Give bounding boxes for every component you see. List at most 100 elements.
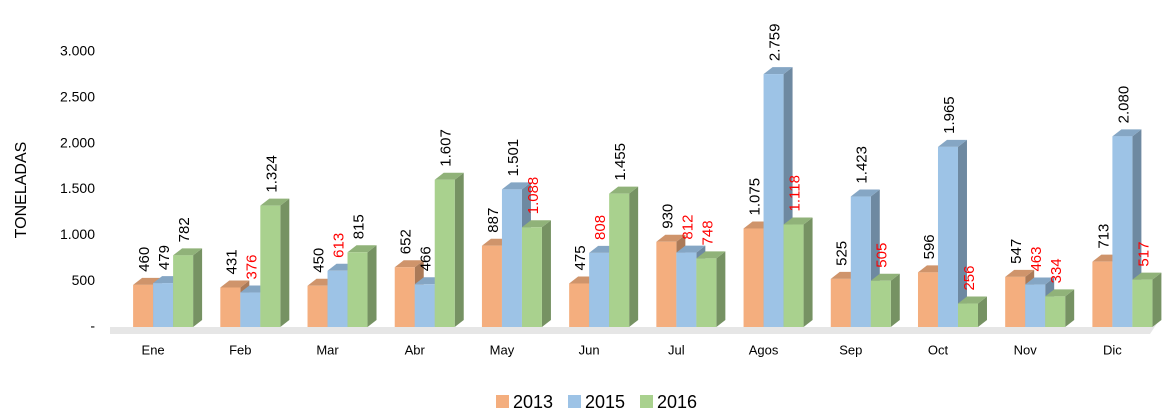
bar bbox=[763, 74, 784, 327]
value-label: 782 bbox=[176, 217, 193, 242]
bar bbox=[569, 283, 590, 327]
bar bbox=[870, 280, 891, 327]
value-label: 547 bbox=[1008, 239, 1025, 264]
legend-swatch bbox=[496, 395, 509, 408]
bar-side bbox=[193, 248, 203, 327]
value-label: 748 bbox=[699, 220, 716, 245]
bar-top bbox=[609, 186, 639, 194]
value-label: 2.759 bbox=[767, 24, 784, 62]
x-tick-label: Dic bbox=[1103, 342, 1122, 357]
value-label: 713 bbox=[1095, 224, 1112, 249]
value-label: 479 bbox=[156, 245, 173, 270]
bar bbox=[1132, 279, 1153, 327]
bar-top bbox=[696, 251, 726, 259]
legend-label: 2016 bbox=[657, 392, 697, 412]
bar-side bbox=[716, 251, 726, 327]
value-label: 652 bbox=[398, 229, 415, 254]
value-label: 596 bbox=[921, 234, 938, 259]
value-label: 808 bbox=[592, 215, 609, 240]
bar bbox=[1025, 284, 1046, 327]
bar-side bbox=[803, 217, 813, 327]
bar bbox=[609, 193, 630, 327]
bar-top bbox=[656, 234, 686, 242]
bar bbox=[394, 267, 415, 327]
bar bbox=[481, 245, 502, 327]
y-tick-label: 1.500 bbox=[60, 180, 95, 196]
floor bbox=[110, 317, 1160, 334]
value-label: 1.501 bbox=[505, 139, 522, 177]
value-label: 1.455 bbox=[612, 143, 629, 181]
x-tick-label: Nov bbox=[1014, 342, 1038, 357]
value-label: 1.324 bbox=[263, 155, 280, 193]
bar-top bbox=[434, 172, 464, 180]
bar bbox=[1045, 296, 1066, 327]
bar bbox=[917, 272, 938, 327]
bar-side bbox=[890, 273, 900, 327]
bar-side bbox=[977, 296, 987, 327]
bar-top bbox=[1132, 272, 1162, 280]
value-label: 460 bbox=[136, 247, 153, 272]
x-tick-label: Sep bbox=[839, 342, 862, 357]
bar bbox=[696, 258, 717, 327]
value-label: 1.075 bbox=[747, 178, 764, 216]
value-label: 1.607 bbox=[438, 129, 455, 167]
bar bbox=[501, 189, 522, 327]
bar-top bbox=[870, 273, 900, 281]
y-tick-label: - bbox=[90, 318, 95, 334]
value-label: 517 bbox=[1135, 242, 1152, 267]
value-label: 525 bbox=[834, 241, 851, 266]
bar bbox=[327, 270, 348, 327]
bar-top bbox=[521, 220, 551, 228]
bar-side bbox=[629, 186, 639, 327]
bar bbox=[307, 285, 328, 327]
value-label: 887 bbox=[485, 208, 502, 233]
bar-top bbox=[1005, 269, 1035, 277]
value-label: 930 bbox=[659, 204, 676, 229]
x-tick-label: Jul bbox=[668, 342, 685, 357]
bar bbox=[656, 241, 677, 327]
bar bbox=[347, 252, 368, 327]
bar bbox=[521, 227, 542, 327]
value-label: 450 bbox=[310, 248, 327, 273]
bar-top bbox=[1112, 129, 1142, 137]
bar-top bbox=[763, 67, 793, 75]
bar-top bbox=[347, 245, 377, 253]
bar bbox=[153, 283, 174, 327]
bar bbox=[133, 284, 154, 327]
bar-top bbox=[1045, 289, 1075, 297]
value-label: 256 bbox=[961, 266, 978, 291]
bar bbox=[240, 292, 261, 327]
bar-top bbox=[783, 217, 813, 225]
value-label: 431 bbox=[223, 249, 240, 274]
bar bbox=[830, 278, 851, 327]
bar-top bbox=[676, 245, 706, 253]
value-label: 475 bbox=[572, 245, 589, 270]
bar-side bbox=[957, 139, 967, 327]
bar bbox=[434, 179, 455, 327]
bar bbox=[957, 303, 978, 327]
bar-top bbox=[173, 248, 203, 256]
bar-side bbox=[1065, 289, 1075, 327]
bar bbox=[937, 146, 958, 327]
y-tick-label: 2.500 bbox=[60, 89, 95, 105]
bar-top bbox=[501, 182, 531, 190]
y-tick-label: 2.000 bbox=[60, 134, 95, 150]
bar-side bbox=[541, 220, 551, 327]
y-tick-label: 1.000 bbox=[60, 226, 95, 242]
value-label: 812 bbox=[679, 215, 696, 240]
value-label: 376 bbox=[243, 255, 260, 280]
value-label: 2.080 bbox=[1115, 86, 1132, 124]
legend-swatch bbox=[568, 395, 581, 408]
bar bbox=[850, 196, 871, 327]
x-tick-label: Mar bbox=[316, 342, 339, 357]
bar bbox=[743, 228, 764, 327]
value-label: 815 bbox=[350, 214, 367, 239]
bar bbox=[414, 284, 435, 327]
bar bbox=[173, 255, 194, 327]
bar bbox=[1112, 136, 1133, 327]
x-tick-label: Agos bbox=[749, 342, 779, 357]
bar-top bbox=[260, 198, 290, 206]
value-label: 466 bbox=[418, 246, 435, 271]
bar bbox=[783, 224, 804, 327]
